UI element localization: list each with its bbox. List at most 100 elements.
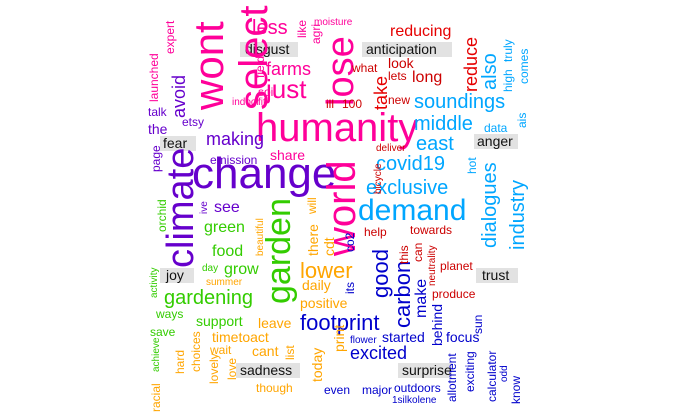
cloud-word: demand xyxy=(358,194,467,227)
cloud-word: expert xyxy=(163,20,177,54)
cloud-word: allotment xyxy=(445,353,459,402)
emotion-box-joy xyxy=(160,268,194,283)
cloud-word: carbon xyxy=(390,260,415,328)
cloud-word: lower xyxy=(300,258,353,283)
cloud-word: activity xyxy=(149,267,160,298)
cloud-word: print xyxy=(331,324,347,352)
cloud-word: ais xyxy=(515,112,529,128)
emotion-label-surprise: surprise xyxy=(402,362,452,378)
cloud-word: industry xyxy=(507,179,529,250)
cloud-word: this xyxy=(397,245,411,264)
cloud-word: deliver xyxy=(376,143,406,154)
cloud-word: reduce xyxy=(461,36,481,92)
cloud-word: exclusive xyxy=(366,177,449,199)
cloud-word: middle xyxy=(414,113,473,135)
cloud-word: talk xyxy=(148,105,167,119)
cloud-word: outdoors xyxy=(394,381,441,395)
cloud-word: footprint xyxy=(300,310,380,335)
emotion-label-fear: fear xyxy=(163,135,188,151)
cloud-word: orchid xyxy=(155,199,169,232)
cloud-word: ive xyxy=(199,201,210,214)
cloud-word: soil xyxy=(258,85,277,99)
cloud-word: today xyxy=(309,347,325,382)
cloud-word: comes xyxy=(517,48,531,84)
cloud-word: good xyxy=(368,249,393,298)
cloud-word: etsy xyxy=(182,115,205,129)
cloud-word: share xyxy=(270,147,306,163)
cloud-word: positive xyxy=(300,295,348,311)
cloud-word: wont xyxy=(185,21,232,110)
emotion-box-fear xyxy=(160,136,196,151)
cloud-word: new xyxy=(388,93,411,107)
cloud-word: produce xyxy=(432,287,476,301)
cloud-word: the xyxy=(148,121,168,137)
cloud-word: started xyxy=(382,329,425,345)
cloud-word: like xyxy=(295,19,309,38)
cloud-word: look xyxy=(388,55,414,71)
cloud-word: 100 xyxy=(342,97,363,111)
cloud-word: behind xyxy=(429,303,445,346)
cloud-word: what xyxy=(352,61,378,75)
cloud-word: cant xyxy=(252,343,279,359)
cloud-word: can xyxy=(411,242,425,262)
cloud-word: east xyxy=(416,133,454,155)
emotion-label-anticipation: anticipation xyxy=(366,41,437,57)
cloud-word: grow xyxy=(224,261,259,278)
cloud-word: garden xyxy=(260,198,298,304)
cloud-word: wait xyxy=(210,343,232,357)
cloud-word: towards xyxy=(410,223,453,237)
cloud-word: emission xyxy=(210,153,258,167)
cloud-word: field xyxy=(253,55,267,78)
emotion-label-sadness: sadness xyxy=(240,362,293,378)
cloud-word: daily xyxy=(302,277,331,293)
cloud-word: page xyxy=(149,145,163,172)
cloud-word: launched xyxy=(147,53,161,102)
cloud-word: support xyxy=(196,313,243,329)
cloud-word: beautiful xyxy=(255,218,266,256)
cloud-word: humanity xyxy=(256,106,419,150)
cloud-word: choices xyxy=(189,331,203,372)
emotion-label-disgust: disgust xyxy=(245,41,290,57)
cloud-word: see xyxy=(214,199,240,216)
cloud-word: cdt xyxy=(321,237,337,256)
cloud-word: moisture xyxy=(314,17,353,28)
cloud-word: help xyxy=(364,225,387,239)
cloud-word: major xyxy=(362,383,393,397)
cloud-word: avoid xyxy=(169,74,189,118)
cloud-word: its xyxy=(343,282,357,294)
cloud-word: excited xyxy=(350,343,408,363)
cloud-word: hot xyxy=(465,157,479,174)
cloud-word: though xyxy=(256,381,293,395)
cloud-word: leave xyxy=(258,315,292,331)
cloud-word: know xyxy=(509,375,523,404)
emotion-box-anger xyxy=(474,134,518,149)
emotion-box-disgust xyxy=(240,42,298,57)
cloud-word: lets xyxy=(388,69,407,83)
cloud-word: dialogues xyxy=(479,162,501,248)
cloud-word: gardening xyxy=(164,287,253,309)
cloud-word: lovely xyxy=(207,353,221,384)
cloud-word: sun xyxy=(471,314,485,334)
cloud-word: even xyxy=(324,383,351,397)
cloud-word: focus xyxy=(446,329,480,345)
cloud-word: green xyxy=(204,219,245,236)
cloud-word: bicycle xyxy=(373,163,384,194)
emotion-label-joy: joy xyxy=(166,267,184,283)
cloud-word: love xyxy=(225,357,239,380)
cloud-word: there xyxy=(305,224,321,256)
cloud-word: soundings xyxy=(414,91,506,113)
cloud-word: data xyxy=(484,121,508,135)
cloud-word: ways xyxy=(156,307,184,321)
emotion-box-sadness xyxy=(236,363,300,378)
cloud-word: change xyxy=(192,149,337,198)
emotion-label-anger: anger xyxy=(477,133,513,149)
cloud-word: indoor xyxy=(232,97,260,108)
cloud-word: save xyxy=(150,325,176,339)
cloud-word: also xyxy=(479,53,501,90)
cloud-word: racial xyxy=(149,383,163,412)
cloud-word: less xyxy=(252,17,288,39)
cloud-word: 1silkolene xyxy=(392,395,437,406)
cloud-word: long xyxy=(412,69,443,86)
emotion-label-trust: trust xyxy=(482,267,510,283)
